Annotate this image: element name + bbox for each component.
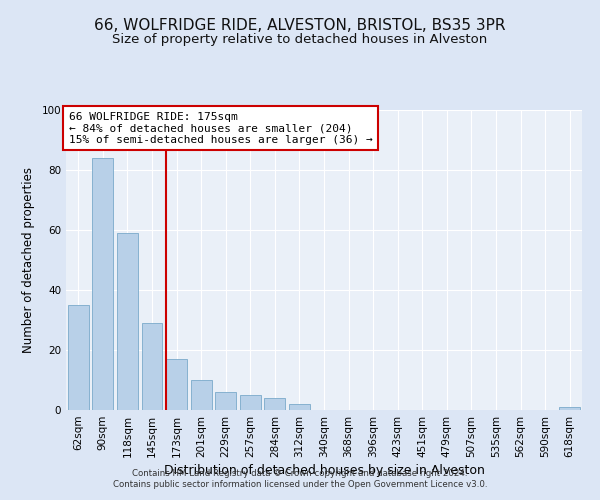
Bar xyxy=(142,323,163,410)
Bar xyxy=(559,407,580,410)
Bar xyxy=(92,158,113,410)
Bar xyxy=(289,404,310,410)
Text: 66 WOLFRIDGE RIDE: 175sqm
← 84% of detached houses are smaller (204)
15% of semi: 66 WOLFRIDGE RIDE: 175sqm ← 84% of detac… xyxy=(68,112,373,144)
Bar xyxy=(265,398,286,410)
Text: 66, WOLFRIDGE RIDE, ALVESTON, BRISTOL, BS35 3PR: 66, WOLFRIDGE RIDE, ALVESTON, BRISTOL, B… xyxy=(94,18,506,32)
Bar xyxy=(240,395,261,410)
Bar xyxy=(191,380,212,410)
Bar xyxy=(166,359,187,410)
Text: Contains public sector information licensed under the Open Government Licence v3: Contains public sector information licen… xyxy=(113,480,487,489)
Y-axis label: Number of detached properties: Number of detached properties xyxy=(22,167,35,353)
Text: Size of property relative to detached houses in Alveston: Size of property relative to detached ho… xyxy=(112,32,488,46)
Bar xyxy=(68,305,89,410)
Text: Contains HM Land Registry data © Crown copyright and database right 2024.: Contains HM Land Registry data © Crown c… xyxy=(132,468,468,477)
X-axis label: Distribution of detached houses by size in Alveston: Distribution of detached houses by size … xyxy=(164,464,484,477)
Bar xyxy=(117,233,138,410)
Bar xyxy=(215,392,236,410)
